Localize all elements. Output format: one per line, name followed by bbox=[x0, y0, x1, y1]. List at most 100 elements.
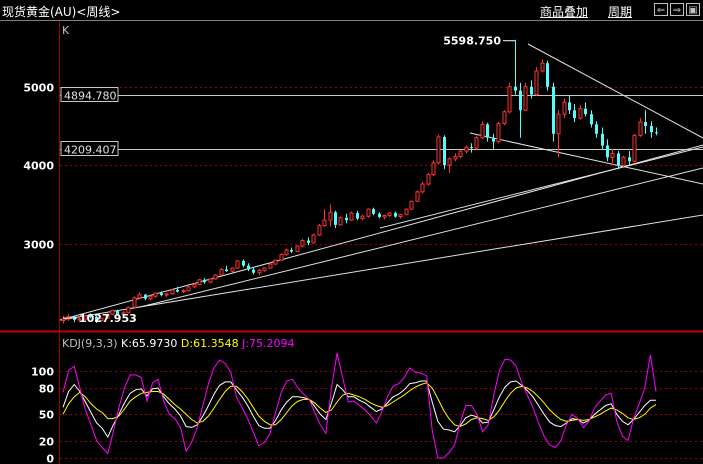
candle bbox=[349, 211, 354, 221]
candle bbox=[273, 259, 278, 265]
candle-body bbox=[77, 318, 82, 321]
candle bbox=[650, 121, 653, 138]
candle bbox=[225, 265, 228, 272]
candle-body bbox=[502, 111, 507, 125]
candle-body bbox=[105, 313, 110, 319]
candle-body bbox=[225, 269, 228, 272]
period-button[interactable]: 周期 bbox=[608, 5, 633, 19]
candle-body bbox=[356, 213, 359, 219]
candle bbox=[409, 200, 414, 210]
kdj-lines bbox=[62, 352, 657, 459]
candle-body bbox=[203, 279, 206, 283]
candle bbox=[300, 238, 305, 248]
candle bbox=[584, 102, 587, 117]
candle bbox=[284, 248, 289, 256]
candle-body bbox=[595, 124, 598, 134]
candle-body bbox=[307, 240, 310, 243]
candle-body bbox=[492, 137, 495, 142]
candle-body bbox=[632, 134, 637, 162]
candle bbox=[317, 224, 322, 236]
candle bbox=[116, 309, 119, 316]
candle bbox=[144, 293, 147, 301]
candle bbox=[137, 292, 142, 300]
candle-body bbox=[409, 200, 414, 210]
candle-body bbox=[257, 269, 262, 274]
candle-body bbox=[447, 158, 452, 166]
price-line-label: 4894.780 bbox=[64, 90, 117, 103]
candle bbox=[655, 127, 658, 136]
candle bbox=[77, 317, 82, 323]
candle bbox=[617, 151, 620, 170]
candle bbox=[279, 253, 284, 261]
candle bbox=[148, 295, 153, 301]
candle-body bbox=[387, 212, 392, 216]
candle-body bbox=[470, 147, 473, 149]
candle bbox=[295, 245, 300, 253]
candle bbox=[208, 278, 213, 283]
candle bbox=[628, 151, 631, 166]
overlay-button[interactable]: 商品叠加 bbox=[540, 5, 589, 19]
candle bbox=[486, 122, 489, 142]
candle bbox=[345, 213, 348, 224]
kdj-series-j bbox=[62, 352, 657, 459]
candle bbox=[73, 315, 76, 323]
candle-body bbox=[523, 86, 528, 111]
candle bbox=[562, 98, 567, 119]
candle-body bbox=[382, 214, 387, 218]
candle bbox=[252, 267, 255, 275]
candle-body bbox=[578, 108, 583, 119]
candle-body bbox=[552, 86, 555, 134]
candle bbox=[203, 278, 206, 284]
candle-body bbox=[650, 125, 653, 133]
candle-body bbox=[366, 208, 371, 217]
candle bbox=[247, 263, 250, 272]
candle bbox=[89, 313, 92, 319]
price-line-box bbox=[60, 141, 119, 156]
candle-body bbox=[99, 317, 104, 322]
zoom-icon[interactable]: ▣ bbox=[686, 3, 700, 16]
candle bbox=[121, 311, 126, 316]
candle bbox=[514, 39, 517, 95]
candle bbox=[387, 212, 392, 217]
candle-body bbox=[420, 183, 425, 193]
trendlines bbox=[59, 43, 703, 321]
candle bbox=[83, 315, 88, 320]
candle bbox=[453, 153, 458, 162]
candle-body bbox=[61, 318, 66, 322]
candle-body bbox=[89, 315, 92, 317]
candle bbox=[552, 82, 555, 142]
candle bbox=[523, 82, 528, 112]
candle-body bbox=[394, 213, 397, 217]
scroll-right-icon[interactable]: ⇒ bbox=[670, 3, 684, 16]
candle-body bbox=[644, 122, 647, 126]
candle-body bbox=[110, 309, 115, 315]
candle bbox=[99, 317, 104, 322]
candle-body bbox=[230, 267, 235, 272]
high-label: 5598.750 bbox=[443, 35, 501, 48]
kdj-tick-label: 20 bbox=[39, 436, 55, 449]
candle-body bbox=[247, 265, 250, 270]
candle bbox=[394, 211, 397, 218]
kdj-series-label: J:75.2094 bbox=[241, 337, 294, 350]
candle bbox=[546, 60, 549, 91]
candle-body bbox=[160, 293, 163, 296]
candle-body bbox=[345, 217, 348, 221]
candle-body bbox=[290, 249, 293, 252]
candle bbox=[170, 289, 175, 295]
candle bbox=[492, 133, 495, 150]
candle-body bbox=[213, 274, 218, 280]
candle bbox=[186, 286, 191, 292]
candle-body bbox=[514, 86, 517, 91]
scroll-left-icon[interactable]: ⇐ bbox=[654, 3, 668, 16]
candle-body bbox=[349, 212, 354, 221]
candle-body bbox=[556, 113, 561, 135]
candle-body bbox=[176, 289, 179, 292]
candle-body bbox=[252, 269, 255, 273]
candle bbox=[621, 155, 626, 167]
candle bbox=[638, 118, 643, 137]
candle-body bbox=[311, 234, 316, 244]
candle bbox=[480, 121, 485, 140]
candle-body bbox=[601, 133, 604, 146]
candle bbox=[595, 121, 598, 138]
candle bbox=[242, 259, 245, 268]
